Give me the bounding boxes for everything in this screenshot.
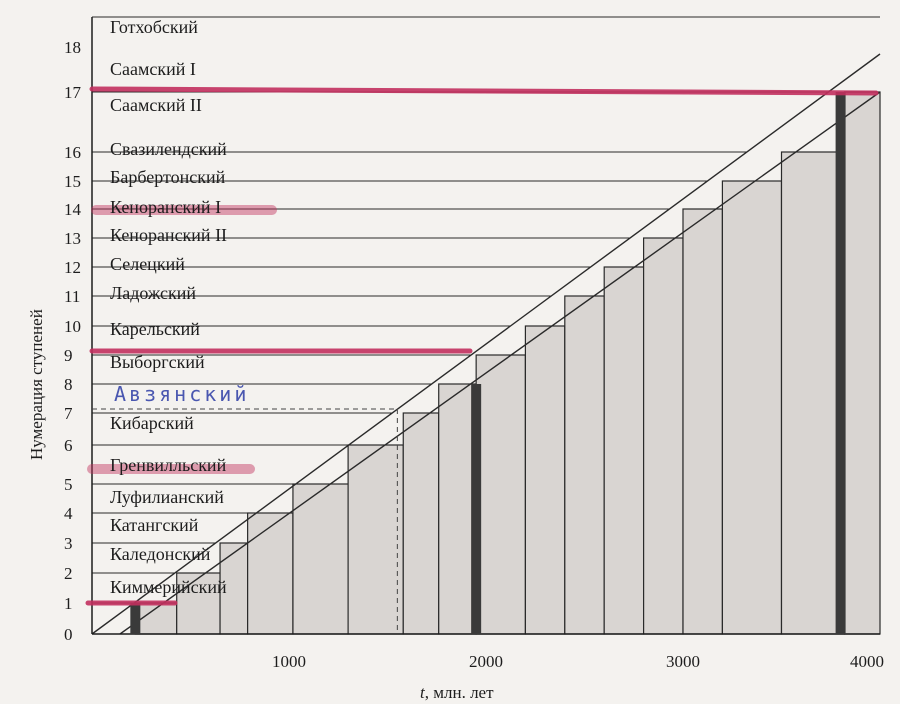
bar-4 [247, 512, 294, 635]
stage-label-2: Каледонский [110, 544, 211, 564]
y-tick-9: 9 [64, 346, 73, 365]
bar-12 [603, 266, 645, 635]
y-axis-title: Нумерация ступеней [27, 309, 46, 460]
bar-17 [843, 91, 881, 635]
y-tick-8: 8 [64, 375, 73, 394]
y-tick-0: 0 [64, 625, 73, 644]
stage-label-9: Карельский [110, 319, 200, 339]
y-tick-3: 3 [64, 534, 73, 553]
bar-13 [642, 237, 684, 635]
x-tick-3000: 3000 [666, 652, 700, 671]
x-axis-title-symbol: t [420, 683, 426, 702]
y-tick-1: 1 [64, 594, 73, 613]
bar-7 [402, 412, 440, 635]
bar-8 [438, 383, 477, 635]
y-tick-16: 16 [64, 143, 81, 162]
x-tick-2000: 2000 [469, 652, 503, 671]
stage-label-18: Готхобский [110, 17, 198, 37]
stage-label-16: Саамский II [110, 95, 202, 115]
stage-label-11: Селецкий [110, 254, 185, 274]
upper-diagonal [91, 53, 881, 635]
y-tick-13: 13 [64, 229, 81, 248]
stage-label-15: Свазилендский [110, 139, 227, 159]
bar-2 [176, 572, 221, 635]
y-tick-7: 7 [64, 404, 73, 423]
y-tick-6: 6 [64, 436, 73, 455]
stage-label-3: Катангский [110, 515, 199, 535]
y-tick-14: 14 [64, 200, 82, 219]
x-tick-1000: 1000 [272, 652, 306, 671]
stage-label-4: Луфилианский [110, 487, 224, 507]
y-tick-10: 10 [64, 317, 81, 336]
stage-label-10: Ладожский [110, 283, 196, 303]
thick-marker-2 [471, 384, 482, 634]
thick-marker-1 [130, 603, 141, 634]
highlight-stage-17 [89, 86, 879, 96]
y-tick-18: 18 [64, 38, 81, 57]
stage-label-6: Кибарский [110, 413, 194, 433]
bar-6 [347, 444, 404, 635]
stage-label-12: Кеноранский II [110, 225, 227, 245]
bar-5 [292, 483, 349, 635]
y-tick-17: 17 [64, 83, 82, 102]
lower-diagonal [119, 91, 881, 635]
bar-11 [564, 295, 605, 635]
bar-9 [475, 354, 526, 635]
stage-label-17: Саамский I [110, 59, 196, 79]
stage-label-5: Гренвилльский [110, 455, 227, 475]
bar-10 [524, 325, 566, 635]
stage-label-13: Кеноранский I [110, 197, 221, 217]
x-axis-title-unit: , млн. лет [425, 683, 494, 702]
stage-label-1: Киммерийский [110, 577, 227, 597]
y-tick-4: 4 [64, 504, 73, 523]
y-tick-11: 11 [64, 287, 80, 306]
bar-16 [780, 151, 846, 635]
y-tick-2: 2 [64, 564, 73, 583]
bar-15 [721, 180, 783, 635]
thick-marker-3 [835, 92, 846, 634]
y-tick-15: 15 [64, 172, 81, 191]
y-tick-12: 12 [64, 258, 81, 277]
stage-label-7: Авзянский [114, 382, 249, 406]
x-axis-title: t, млн. лет [420, 683, 494, 702]
stage-label-14: Барбертонский [110, 167, 226, 187]
stage-label-8: Выборгский [110, 352, 205, 372]
y-tick-5: 5 [64, 475, 73, 494]
bar-14 [682, 208, 724, 635]
x-tick-4000: 4000 [850, 652, 884, 671]
